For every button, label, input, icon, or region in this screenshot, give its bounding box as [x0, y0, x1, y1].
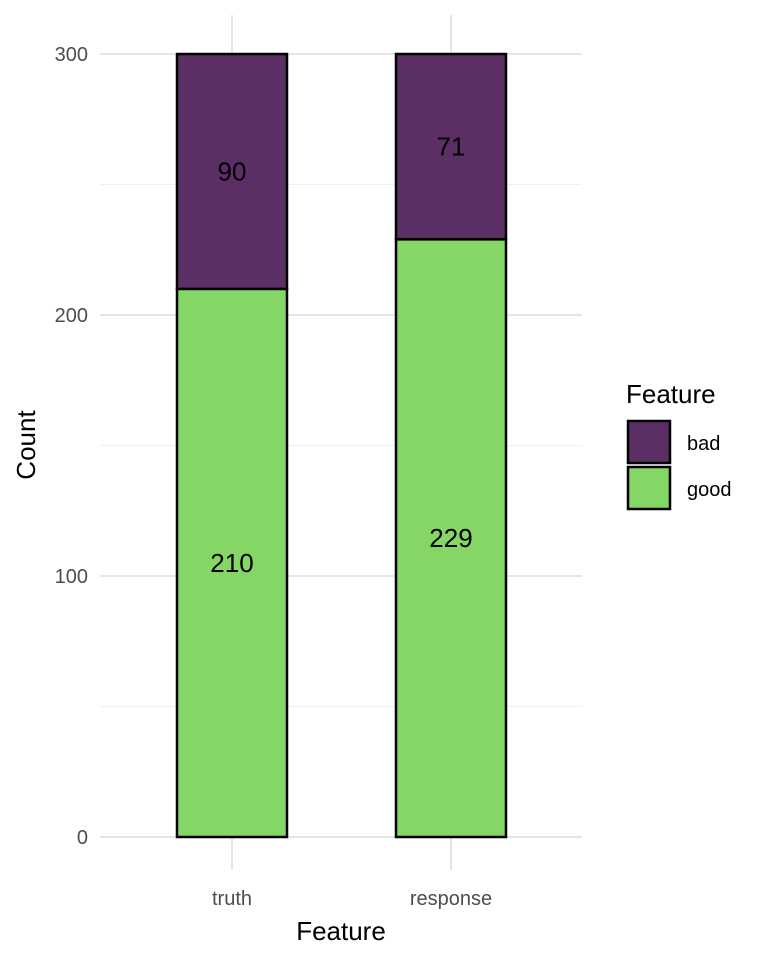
bar-truth-bad	[175, 52, 289, 291]
y-tick-label: 200	[55, 305, 88, 327]
legend: Feature bad good	[626, 379, 732, 511]
bars-layer	[175, 52, 508, 839]
y-axis-title: Count	[11, 410, 41, 480]
data-label-response-bad: 71	[437, 132, 466, 162]
legend-label-bad: bad	[687, 433, 720, 455]
y-axis-ticks: 0 100 200 300	[55, 44, 88, 849]
bar-response-bad	[394, 52, 508, 241]
legend-title: Feature	[626, 379, 716, 409]
legend-key-good	[626, 465, 672, 511]
data-label-truth-bad: 90	[218, 156, 247, 186]
data-label-response-good: 229	[429, 523, 472, 553]
legend-key-bad	[626, 419, 672, 465]
x-tick-label: truth	[212, 888, 252, 910]
y-tick-label: 300	[55, 44, 88, 66]
data-label-truth-good: 210	[210, 548, 253, 578]
grid-layer	[100, 15, 582, 870]
data-labels-layer: 210 90 229 71	[210, 132, 472, 578]
x-axis-title: Feature	[296, 916, 386, 946]
x-tick-label: response	[410, 888, 492, 910]
x-axis-ticks: truth response	[212, 888, 492, 910]
y-tick-label: 0	[77, 827, 88, 849]
y-tick-label: 100	[55, 566, 88, 588]
bar-response-good	[394, 238, 508, 839]
legend-label-good: good	[687, 479, 732, 501]
bar-truth-good	[175, 287, 289, 839]
